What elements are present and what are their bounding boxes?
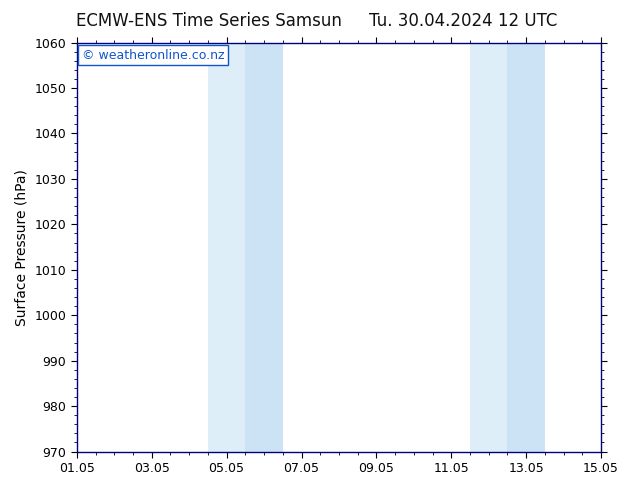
- Text: © weatheronline.co.nz: © weatheronline.co.nz: [82, 49, 224, 62]
- Bar: [470, 43, 507, 452]
- Text: ECMW-ENS Time Series Samsun: ECMW-ENS Time Series Samsun: [76, 12, 342, 30]
- Bar: [245, 43, 283, 452]
- Text: Tu. 30.04.2024 12 UTC: Tu. 30.04.2024 12 UTC: [368, 12, 557, 30]
- Bar: [507, 43, 545, 452]
- Bar: [208, 43, 245, 452]
- Y-axis label: Surface Pressure (hPa): Surface Pressure (hPa): [15, 169, 29, 325]
